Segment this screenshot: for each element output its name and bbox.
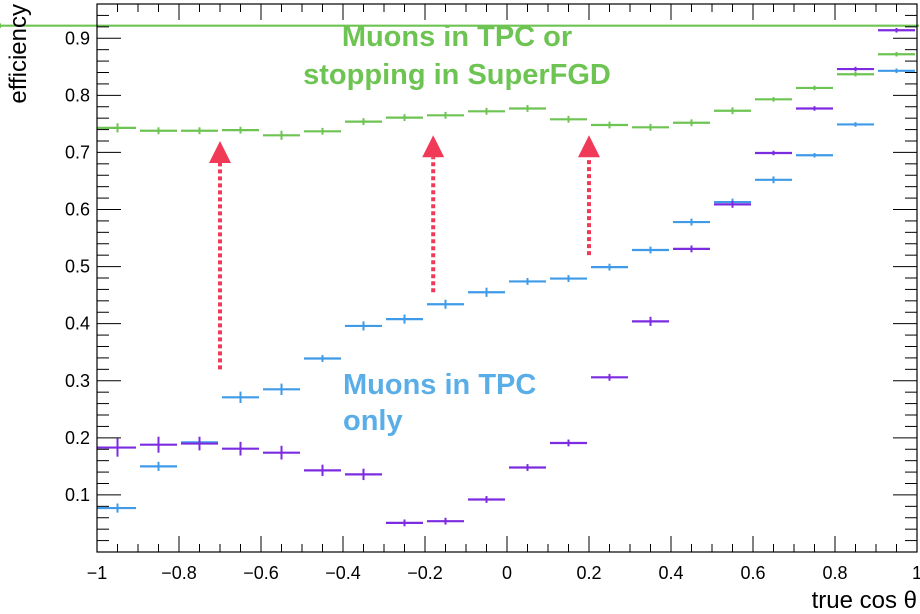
y-tick-label: 0.7 [65, 142, 90, 162]
x-tick-label: 0.8 [822, 563, 847, 583]
annotation-1: Muons in TPC or stopping in SuperFGD [303, 21, 611, 91]
x-tick-label: −0.2 [407, 563, 443, 583]
series-1 [0, 23, 919, 140]
y-tick-label: 0.2 [65, 428, 90, 448]
y-axis-label: efficiency [5, 4, 32, 104]
y-axis: 0.1 0.2 0.3 0.4 0.5 0.6 0.7 0.8 0.9 [65, 14, 917, 542]
arrows-layer [209, 135, 600, 370]
y-tick-label: 0.3 [65, 371, 90, 391]
annotation-line: stopping in SuperFGD [303, 59, 611, 91]
x-tick-label: −0.6 [243, 563, 279, 583]
x-axis: −1 −0.8 −0.6 −0.4 −0.2 0 0.2 0.4 0.6 0.8 1 [87, 4, 920, 583]
x-tick-label: 0 [502, 563, 512, 583]
x-tick-label: −0.4 [325, 563, 361, 583]
annotation-line: Muons in TPC or [342, 21, 572, 53]
annotation-line: only [343, 405, 403, 437]
annotation-2: Muons in TPC only [343, 369, 536, 437]
y-tick-label: 0.9 [65, 28, 90, 48]
y-tick-label: 0.1 [65, 485, 90, 505]
y-tick-label: 0.8 [65, 85, 90, 105]
arrow-head [578, 135, 600, 158]
x-tick-label: 0.2 [576, 563, 601, 583]
x-axis-label: true cos θ [812, 587, 917, 614]
annotation-line: Muons in TPC [343, 369, 536, 401]
x-tick-label: 0.6 [740, 563, 765, 583]
y-tick-label: 0.4 [65, 314, 90, 334]
x-tick-label: 1 [912, 563, 920, 583]
arrow-head [422, 135, 445, 158]
y-tick-label: 0.5 [65, 257, 90, 277]
x-tick-label: 0.4 [658, 563, 683, 583]
y-tick-label: 0.6 [65, 200, 90, 220]
arrow-head [209, 141, 231, 163]
annotations-layer: Muons in TPC or stopping in SuperFGDMuons… [303, 21, 611, 437]
series-3 [97, 27, 915, 527]
x-tick-label: −1 [87, 563, 108, 583]
series-layer [0, 23, 919, 527]
x-tick-label: −0.8 [161, 563, 197, 583]
